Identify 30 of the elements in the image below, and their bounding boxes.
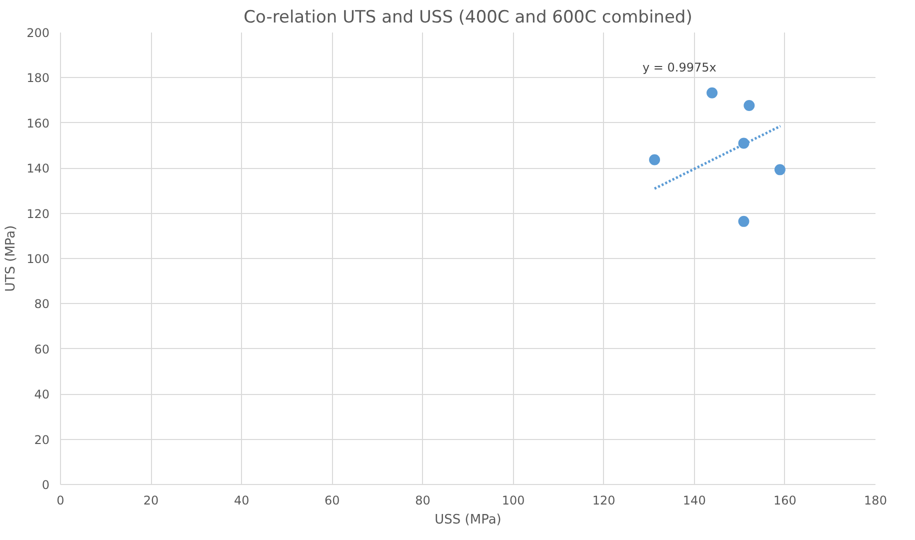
y-tick-label: 180: [26, 71, 50, 86]
y-tick-label: 100: [26, 252, 50, 266]
point: [744, 100, 755, 111]
annotation: y = 0.9975x: [642, 60, 716, 74]
chart-title: Co-relation UTS and USS (400C and 600C combined): [244, 8, 692, 28]
y-tick-label: 140: [26, 162, 50, 176]
point: [738, 216, 750, 227]
x-tick-label: 160: [773, 494, 796, 508]
y-tick-label: 0: [42, 478, 50, 492]
x-tick-label: 180: [864, 494, 887, 508]
point: [649, 154, 660, 166]
x-tick-label: 100: [502, 494, 525, 508]
x-tick-label: 80: [415, 494, 430, 508]
y-tick-label: 80: [34, 297, 50, 312]
point: [706, 87, 718, 98]
x-tick-label: 0: [56, 494, 64, 508]
y-tick-label: 120: [26, 206, 50, 221]
y-axis-title: UTS (MPa): [4, 225, 19, 292]
x-tick-label: 60: [324, 494, 340, 508]
x-tick-label: 40: [234, 494, 250, 508]
point: [774, 164, 786, 176]
y-tick-label: 160: [26, 116, 50, 130]
x-tick-label: 20: [143, 494, 159, 508]
x-tick-label: 140: [682, 494, 706, 508]
y-tick-label: 60: [34, 342, 50, 356]
y-tick-label: 20: [34, 432, 50, 447]
x-tick-label: 120: [592, 494, 616, 508]
y-tick-label: 200: [26, 26, 50, 40]
y-tick-label: 40: [34, 388, 50, 402]
x-axis-title: USS (MPa): [434, 512, 502, 528]
